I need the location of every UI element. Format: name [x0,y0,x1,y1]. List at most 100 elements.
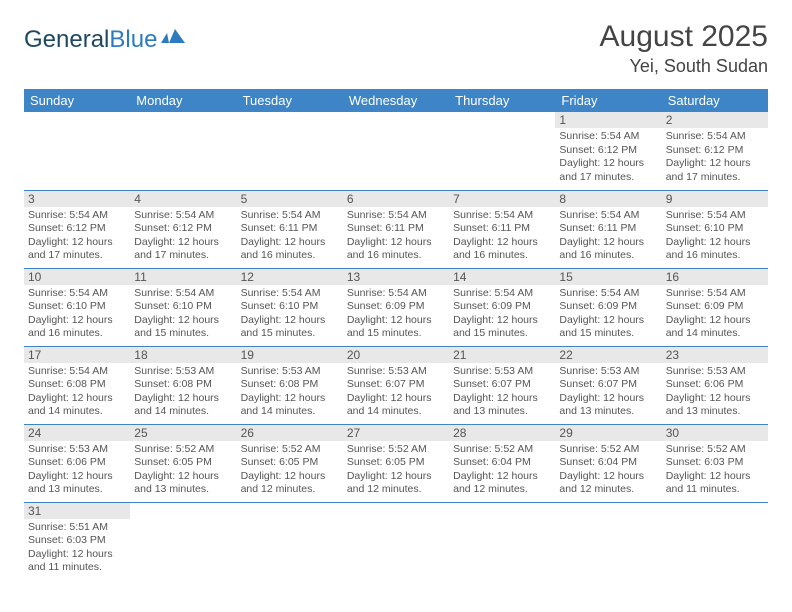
calendar-cell: 26Sunrise: 5:52 AMSunset: 6:05 PMDayligh… [237,424,343,502]
weekday-header: Thursday [449,89,555,112]
day-details: Sunrise: 5:53 AMSunset: 6:06 PMDaylight:… [24,441,130,502]
calendar-cell [24,112,130,190]
day-number: 22 [555,347,661,363]
day-details: Sunrise: 5:52 AMSunset: 6:03 PMDaylight:… [662,441,768,502]
day-details: Sunrise: 5:54 AMSunset: 6:11 PMDaylight:… [343,207,449,268]
day-details: Sunrise: 5:54 AMSunset: 6:12 PMDaylight:… [130,207,236,268]
calendar-cell: 16Sunrise: 5:54 AMSunset: 6:09 PMDayligh… [662,268,768,346]
day-number: 23 [662,347,768,363]
day-number: 15 [555,269,661,285]
day-number: 12 [237,269,343,285]
day-number: 19 [237,347,343,363]
calendar-cell [237,502,343,580]
calendar-cell [343,502,449,580]
day-details: Sunrise: 5:54 AMSunset: 6:12 PMDaylight:… [24,207,130,268]
calendar-cell [449,502,555,580]
day-number: 25 [130,425,236,441]
day-details: Sunrise: 5:52 AMSunset: 6:04 PMDaylight:… [555,441,661,502]
calendar-cell: 23Sunrise: 5:53 AMSunset: 6:06 PMDayligh… [662,346,768,424]
month-title: August 2025 [600,20,768,54]
calendar-cell: 24Sunrise: 5:53 AMSunset: 6:06 PMDayligh… [24,424,130,502]
day-details: Sunrise: 5:54 AMSunset: 6:09 PMDaylight:… [343,285,449,346]
day-details: Sunrise: 5:53 AMSunset: 6:07 PMDaylight:… [343,363,449,424]
calendar-cell: 7Sunrise: 5:54 AMSunset: 6:11 PMDaylight… [449,190,555,268]
calendar-cell: 22Sunrise: 5:53 AMSunset: 6:07 PMDayligh… [555,346,661,424]
calendar-cell [343,112,449,190]
day-details: Sunrise: 5:51 AMSunset: 6:03 PMDaylight:… [24,519,130,580]
day-details: Sunrise: 5:52 AMSunset: 6:05 PMDaylight:… [130,441,236,502]
weekday-header: Wednesday [343,89,449,112]
day-details: Sunrise: 5:52 AMSunset: 6:04 PMDaylight:… [449,441,555,502]
day-number: 24 [24,425,130,441]
day-number: 17 [24,347,130,363]
day-details: Sunrise: 5:54 AMSunset: 6:12 PMDaylight:… [555,128,661,189]
day-details: Sunrise: 5:54 AMSunset: 6:12 PMDaylight:… [662,128,768,189]
day-number: 6 [343,191,449,207]
calendar-cell: 12Sunrise: 5:54 AMSunset: 6:10 PMDayligh… [237,268,343,346]
logo: GeneralBlue [24,26,187,54]
day-number: 10 [24,269,130,285]
day-details: Sunrise: 5:53 AMSunset: 6:08 PMDaylight:… [237,363,343,424]
day-details: Sunrise: 5:54 AMSunset: 6:09 PMDaylight:… [662,285,768,346]
day-details: Sunrise: 5:54 AMSunset: 6:11 PMDaylight:… [555,207,661,268]
day-details: Sunrise: 5:54 AMSunset: 6:09 PMDaylight:… [449,285,555,346]
day-number: 13 [343,269,449,285]
calendar-cell: 30Sunrise: 5:52 AMSunset: 6:03 PMDayligh… [662,424,768,502]
day-number: 4 [130,191,236,207]
day-details: Sunrise: 5:52 AMSunset: 6:05 PMDaylight:… [237,441,343,502]
day-number: 7 [449,191,555,207]
calendar-week-row: 10Sunrise: 5:54 AMSunset: 6:10 PMDayligh… [24,268,768,346]
day-details: Sunrise: 5:53 AMSunset: 6:07 PMDaylight:… [555,363,661,424]
weekday-header: Friday [555,89,661,112]
title-block: August 2025 Yei, South Sudan [600,20,768,77]
day-details: Sunrise: 5:54 AMSunset: 6:10 PMDaylight:… [237,285,343,346]
day-number: 21 [449,347,555,363]
calendar-cell [555,502,661,580]
calendar-cell [130,112,236,190]
day-number: 2 [662,112,768,128]
day-number: 1 [555,112,661,128]
calendar-cell: 14Sunrise: 5:54 AMSunset: 6:09 PMDayligh… [449,268,555,346]
day-details: Sunrise: 5:53 AMSunset: 6:07 PMDaylight:… [449,363,555,424]
weekday-header: Sunday [24,89,130,112]
weekday-header: Saturday [662,89,768,112]
calendar-cell: 21Sunrise: 5:53 AMSunset: 6:07 PMDayligh… [449,346,555,424]
day-details: Sunrise: 5:54 AMSunset: 6:08 PMDaylight:… [24,363,130,424]
day-number: 31 [24,503,130,519]
calendar-cell: 1Sunrise: 5:54 AMSunset: 6:12 PMDaylight… [555,112,661,190]
calendar-table: SundayMondayTuesdayWednesdayThursdayFrid… [24,89,768,580]
day-details: Sunrise: 5:54 AMSunset: 6:10 PMDaylight:… [24,285,130,346]
calendar-header-row: SundayMondayTuesdayWednesdayThursdayFrid… [24,89,768,112]
day-details: Sunrise: 5:54 AMSunset: 6:11 PMDaylight:… [449,207,555,268]
day-details: Sunrise: 5:53 AMSunset: 6:06 PMDaylight:… [662,363,768,424]
calendar-cell: 25Sunrise: 5:52 AMSunset: 6:05 PMDayligh… [130,424,236,502]
calendar-cell: 20Sunrise: 5:53 AMSunset: 6:07 PMDayligh… [343,346,449,424]
calendar-week-row: 3Sunrise: 5:54 AMSunset: 6:12 PMDaylight… [24,190,768,268]
day-number: 8 [555,191,661,207]
calendar-cell: 29Sunrise: 5:52 AMSunset: 6:04 PMDayligh… [555,424,661,502]
calendar-cell: 10Sunrise: 5:54 AMSunset: 6:10 PMDayligh… [24,268,130,346]
weekday-header: Monday [130,89,236,112]
day-number: 3 [24,191,130,207]
day-number: 18 [130,347,236,363]
calendar-cell: 8Sunrise: 5:54 AMSunset: 6:11 PMDaylight… [555,190,661,268]
day-number: 20 [343,347,449,363]
calendar-cell: 2Sunrise: 5:54 AMSunset: 6:12 PMDaylight… [662,112,768,190]
day-details: Sunrise: 5:53 AMSunset: 6:08 PMDaylight:… [130,363,236,424]
calendar-cell [237,112,343,190]
day-details: Sunrise: 5:54 AMSunset: 6:10 PMDaylight:… [130,285,236,346]
calendar-cell: 5Sunrise: 5:54 AMSunset: 6:11 PMDaylight… [237,190,343,268]
weekday-header: Tuesday [237,89,343,112]
location: Yei, South Sudan [600,56,768,77]
day-number: 11 [130,269,236,285]
calendar-cell: 9Sunrise: 5:54 AMSunset: 6:10 PMDaylight… [662,190,768,268]
flag-icon [161,26,187,54]
day-details: Sunrise: 5:54 AMSunset: 6:10 PMDaylight:… [662,207,768,268]
calendar-week-row: 31Sunrise: 5:51 AMSunset: 6:03 PMDayligh… [24,502,768,580]
calendar-week-row: 17Sunrise: 5:54 AMSunset: 6:08 PMDayligh… [24,346,768,424]
calendar-cell: 18Sunrise: 5:53 AMSunset: 6:08 PMDayligh… [130,346,236,424]
calendar-cell: 6Sunrise: 5:54 AMSunset: 6:11 PMDaylight… [343,190,449,268]
calendar-cell: 27Sunrise: 5:52 AMSunset: 6:05 PMDayligh… [343,424,449,502]
day-number: 29 [555,425,661,441]
calendar-week-row: 1Sunrise: 5:54 AMSunset: 6:12 PMDaylight… [24,112,768,190]
